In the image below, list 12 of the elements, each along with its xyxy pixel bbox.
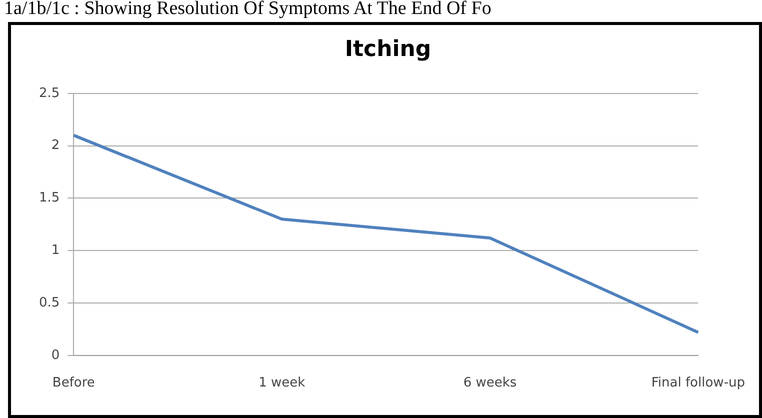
y-tick-label: 0 [51,348,60,363]
x-tick-label: 1 week [258,376,306,391]
y-tick-label: 1 [51,242,60,258]
x-tick-label: Before [52,376,95,391]
x-tick-label: Final follow-up [651,376,746,391]
y-tick-label: 2.5 [38,86,60,101]
y-tick-label: 1.5 [38,190,60,206]
x-tick-label: 6 weeks [463,376,517,391]
text: 1a/1b/1c : Showing Resolution Of Symptoms At The End Of Fo [4,0,492,20]
y-tick-label: 2 [51,138,60,154]
chart-title: Itching [344,36,432,62]
y-tick-label: 0.5 [38,295,60,310]
